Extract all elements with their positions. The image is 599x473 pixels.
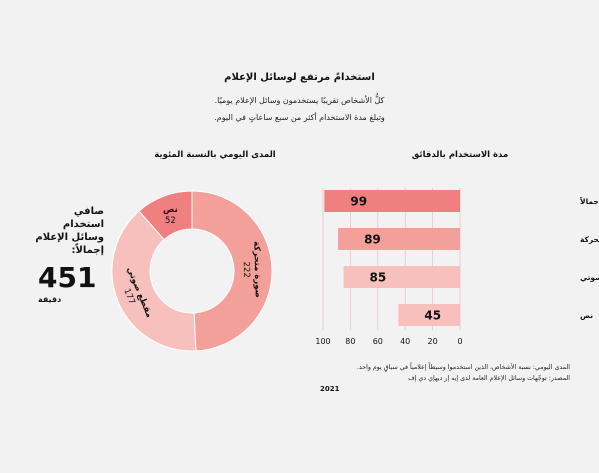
bar-chart-title: مدة الاستخدام بالدقائق	[411, 150, 509, 160]
footnote-definition: المدى اليومي: نسبة الأشخاص، الذين استخدم…	[356, 364, 570, 371]
donut-chart-title: المدى اليومي بالنسبة المئوية	[154, 150, 276, 160]
footnote-year: 2021	[320, 385, 340, 393]
bar-axis-tick-label: 0	[457, 337, 462, 346]
footnote-source: المصدر: توجّهات وسائل الإعلام العامة لدى…	[408, 375, 570, 382]
bar-rect	[343, 266, 460, 288]
bar-rect	[398, 304, 460, 326]
total-usage-label: صافي استخدام وسائل الإعلام إجمالاً:	[35, 206, 104, 256]
total-usage-unit: دقيقة	[38, 295, 62, 304]
bar-category-label: نص	[580, 311, 593, 320]
subtitle-line-1: كلُّ الأشخاص تقريبًا يستخدمون وسائل الإع…	[214, 96, 385, 105]
bar-value-label: 89	[364, 233, 381, 247]
donut-slice-category: صورة متحركة	[251, 241, 262, 298]
bar-category-label: وسائل الإعلام إجمالاً	[579, 196, 599, 206]
bar-value-label: 99	[350, 195, 367, 209]
bar-axis-tick-label: 20	[428, 337, 438, 346]
total-usage-summary: صافي استخدام وسائل الإعلام إجمالاً: 451 …	[22, 205, 104, 304]
total-usage-value: 451	[38, 261, 97, 294]
bar-category-label: مقطع صوتي	[580, 273, 599, 282]
bar-value-label: 85	[370, 271, 387, 285]
donut-slice	[138, 190, 193, 241]
donut-slice-category: نص	[163, 205, 178, 215]
donut-slice	[191, 190, 273, 352]
subtitle-line-2: وتبلغ مدة الاستخدام أكثر من سبع ساعاتٍ ف…	[214, 113, 385, 122]
donut-slice	[111, 210, 197, 352]
donut-slice-value: 52	[165, 216, 176, 226]
donut-slice-value: 222	[241, 261, 251, 277]
bar-axis-tick-label: 80	[345, 337, 355, 346]
bar-axis-tick-label: 40	[400, 337, 410, 346]
bar-rect	[324, 190, 460, 212]
bar-rect	[338, 228, 460, 250]
bar-category-label: صورة متحركة	[580, 235, 599, 244]
bar-axis-tick-label: 60	[373, 337, 383, 346]
page-title: استخدامٌ مرتفع لوسائل الإعلام	[224, 72, 375, 83]
bar-axis-tick-label: 100	[315, 337, 330, 346]
bar-value-label: 45	[424, 309, 441, 323]
